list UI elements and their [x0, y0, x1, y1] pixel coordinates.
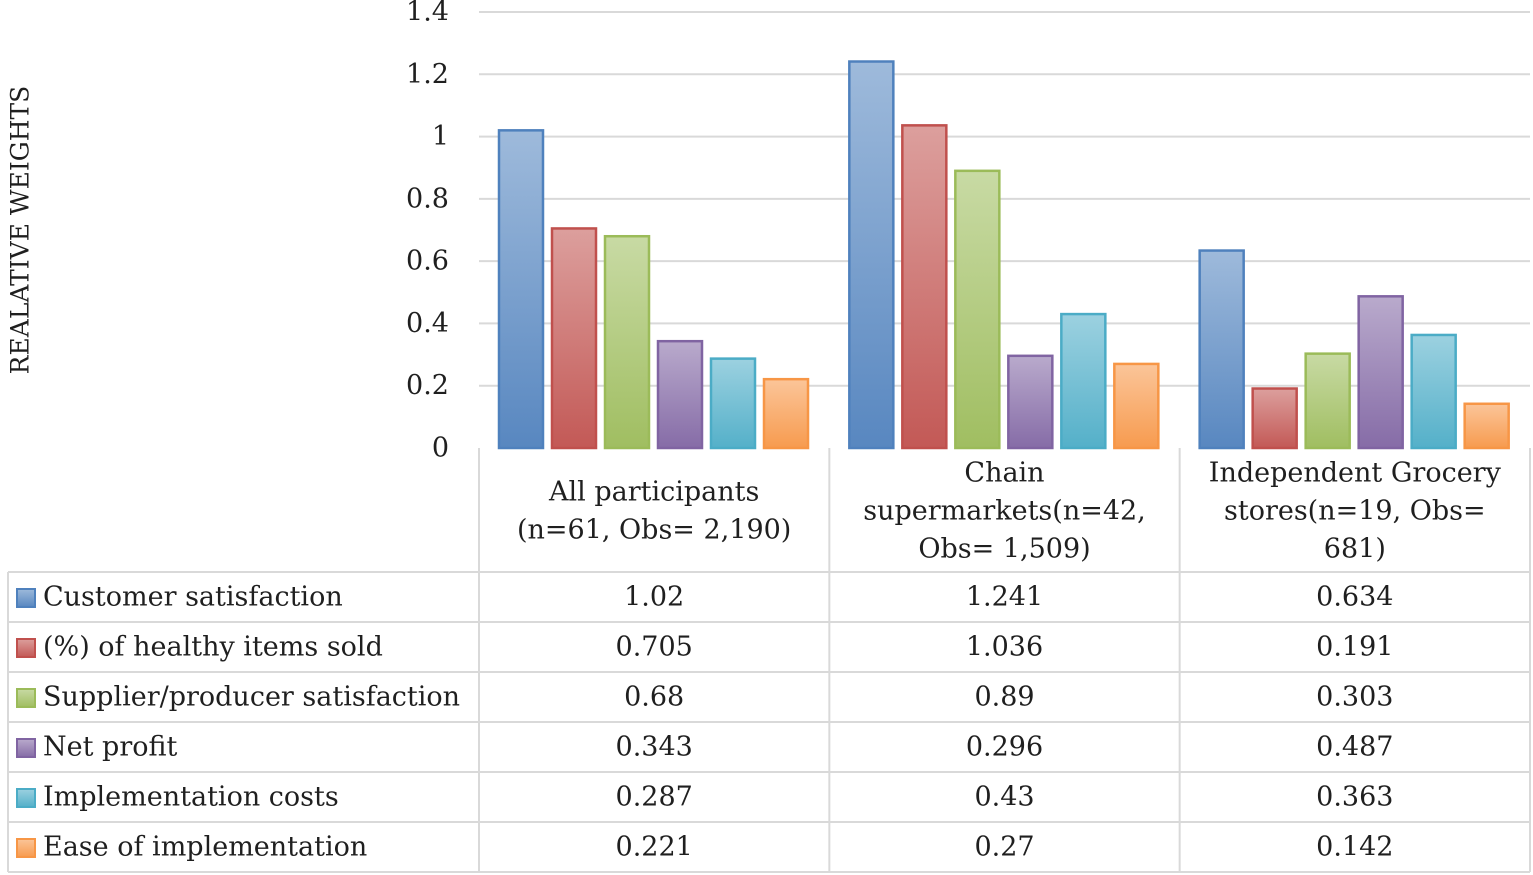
legend-key: [16, 788, 36, 808]
data-label: 1.036: [966, 632, 1043, 663]
y-tick-label: 1.2: [406, 59, 449, 90]
category-label: (n=61, Obs= 2,190): [517, 515, 791, 546]
bar: [1060, 312, 1107, 450]
y-tick-label: 1.4: [406, 0, 449, 28]
data-label: 0.27: [974, 832, 1034, 863]
category-label: supermarkets(n=42,: [863, 496, 1146, 527]
bar: [1007, 354, 1054, 450]
data-label: 1.241: [966, 582, 1043, 613]
y-tick-label: 0.6: [406, 246, 449, 277]
data-label: 0.343: [616, 732, 693, 763]
y-tick-label: 1: [432, 121, 449, 152]
category-label: Independent Grocery: [1209, 458, 1502, 489]
data-label: 0.287: [616, 782, 693, 813]
y-tick-label: 0.2: [406, 370, 449, 401]
bar: [901, 124, 948, 450]
series-name: Net profit: [43, 732, 177, 763]
legend-key: [16, 638, 36, 658]
data-label: 0.191: [1316, 632, 1393, 663]
y-axis: 0 0.2 0.4 0.6 0.8 1 1.2 1.4: [406, 0, 449, 464]
y-tick-label: 0.4: [406, 308, 449, 339]
bar: [1251, 387, 1298, 450]
bar: [1113, 362, 1160, 450]
bar: [954, 169, 1001, 450]
data-label: 1.02: [624, 582, 684, 613]
data-label: 0.43: [974, 782, 1034, 813]
category-label: Chain: [964, 458, 1044, 489]
bar: [762, 377, 810, 450]
category-label: stores(n=19, Obs=: [1224, 496, 1486, 527]
legend-key: [16, 738, 36, 758]
legend-key: [16, 688, 36, 708]
data-label: 0.303: [1316, 682, 1393, 713]
bar: [603, 234, 651, 450]
data-label: 0.89: [974, 682, 1034, 713]
data-label: 0.221: [616, 832, 693, 863]
bar: [1357, 295, 1404, 450]
grid-layer: [479, 11, 1530, 387]
series-name: Implementation costs: [43, 782, 339, 813]
bar: [848, 60, 895, 450]
data-label: 0.363: [1316, 782, 1393, 813]
data-table: All participants (n=61, Obs= 2,190) Chain s…: [7, 448, 1531, 873]
data-label: 0.142: [1316, 832, 1393, 863]
y-tick-label: 0.8: [406, 183, 449, 214]
data-label: 0.487: [1316, 732, 1393, 763]
category-label: All participants: [548, 477, 759, 508]
data-label: 0.68: [624, 682, 684, 713]
data-label: 0.634: [1316, 582, 1393, 613]
category-label: Obs= 1,509): [918, 534, 1090, 565]
bar: [497, 129, 545, 450]
bar: [1463, 402, 1510, 450]
bar: [1198, 249, 1245, 450]
bar: [656, 339, 704, 450]
data-label: 0.296: [966, 732, 1043, 763]
series-name: Supplier/producer satisfaction: [43, 682, 460, 713]
series-name: (%) of healthy items sold: [43, 632, 383, 663]
category-label: 681): [1324, 534, 1386, 565]
legend-key: [16, 588, 36, 608]
bar: [1410, 333, 1457, 450]
bar: [1304, 352, 1351, 450]
series-name: Customer satisfaction: [43, 582, 343, 613]
y-tick-label: 0: [432, 433, 449, 464]
bar: [550, 227, 598, 450]
bars: [497, 60, 1510, 450]
series-name: Ease of implementation: [43, 832, 367, 863]
data-label: 0.705: [616, 632, 693, 663]
legend-key: [16, 838, 36, 858]
y-axis-label: REALATIVE WEIGHTS: [6, 86, 35, 375]
bar: [709, 357, 757, 450]
